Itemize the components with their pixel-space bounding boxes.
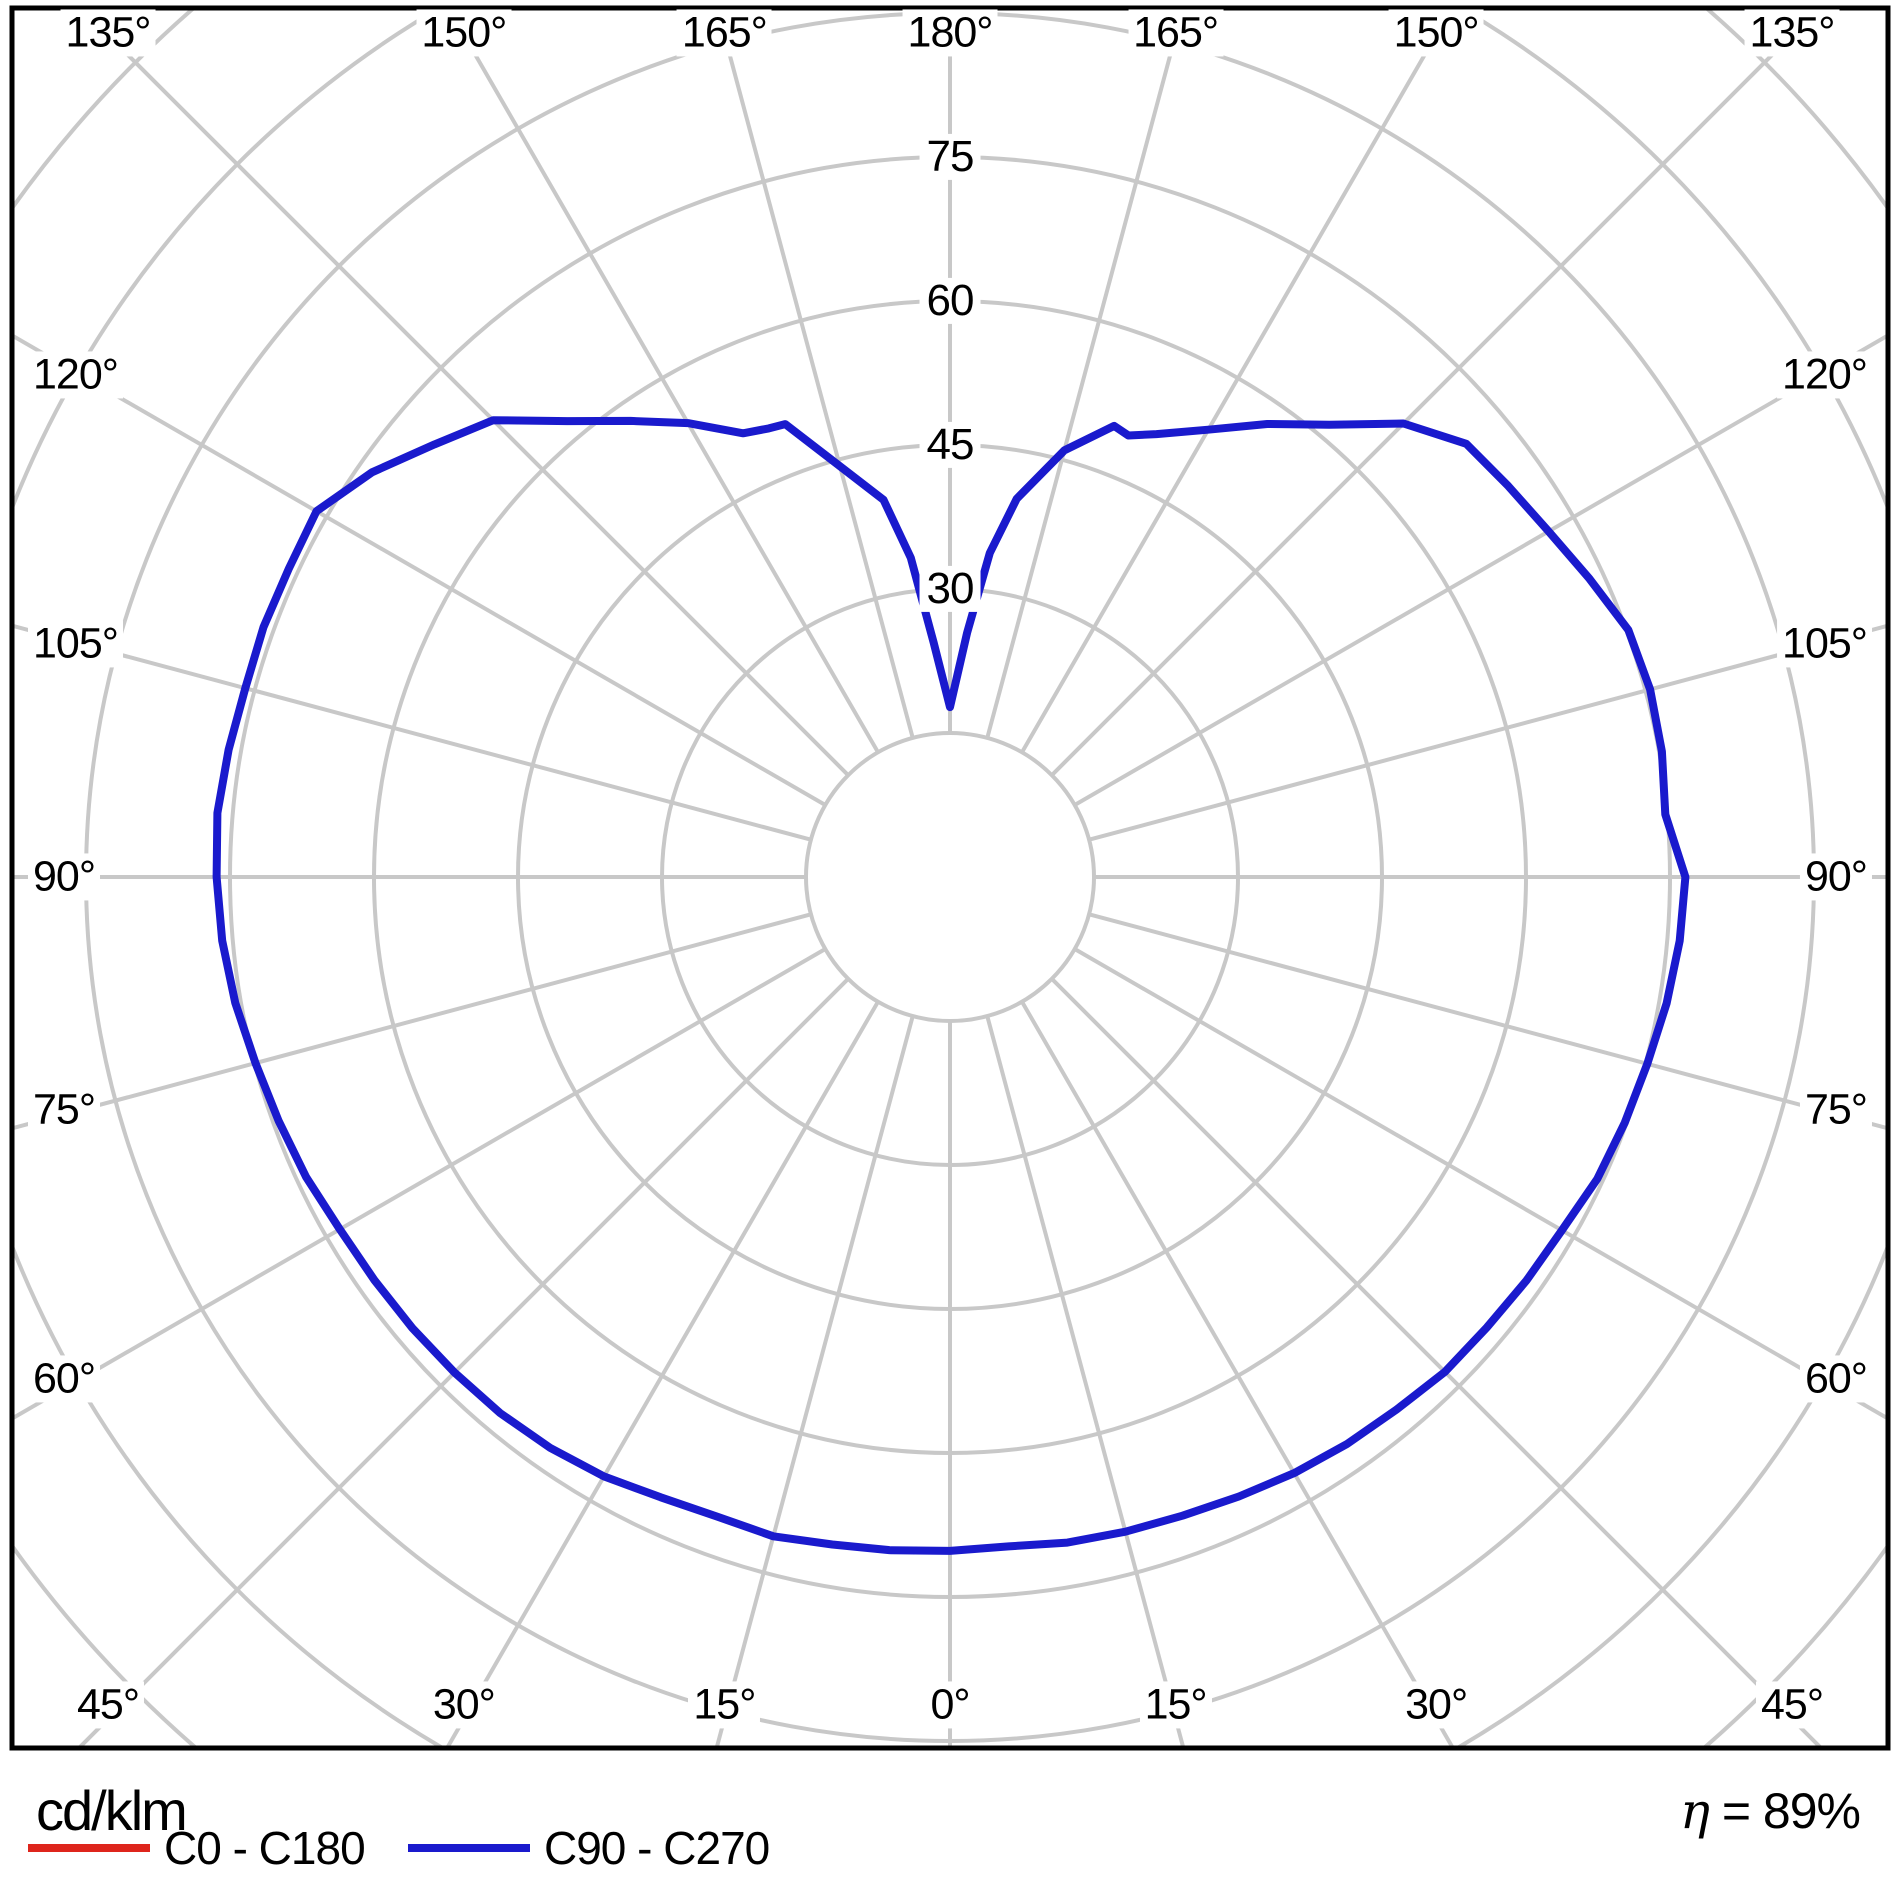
grid-spoke-210	[447, 10, 880, 754]
angle-label-right-12: 120°	[1777, 351, 1872, 399]
angle-label-bottom-22: 30°	[1400, 1681, 1473, 1729]
angle-label-right-13: 105°	[1777, 620, 1872, 668]
grid-spoke-105	[1088, 624, 1886, 842]
radial-tick-label-30: 30	[919, 565, 981, 613]
angle-label-bottom-20: 0°	[925, 1681, 975, 1729]
grid-spoke-120	[1073, 334, 1886, 807]
angle-label-right-14: 90°	[1799, 853, 1872, 901]
legend-line-red	[28, 1844, 150, 1852]
efficiency-label: η = 89%	[1679, 1782, 1861, 1840]
legend-line-blue	[408, 1844, 530, 1852]
radial-tick-label-45: 45	[919, 421, 981, 469]
angle-label-bottom-18: 30°	[427, 1681, 500, 1729]
unit-label: cd/klm	[36, 1779, 188, 1842]
angle-label-top-3: 180°	[902, 9, 998, 57]
angle-label-top-6: 135°	[1744, 9, 1840, 57]
angle-label-top-5: 150°	[1388, 9, 1484, 57]
legend-label-c90-c270: C90 - C270	[544, 1822, 770, 1874]
grid-spoke-330	[445, 1000, 880, 1746]
plot-frame	[9, 5, 1891, 1751]
angle-label-left-10: 75°	[28, 1086, 101, 1134]
grid-spoke-300	[14, 947, 827, 1420]
radial-tick-label-60: 60	[919, 277, 981, 325]
grid-spoke-255	[14, 624, 812, 842]
grid-spoke-30	[1020, 1000, 1455, 1746]
angle-label-left-8: 105°	[28, 620, 123, 668]
angle-label-left-11: 60°	[28, 1355, 101, 1403]
grid-spoke-60	[1073, 947, 1886, 1420]
legend-entry-c0-c180: C0 - C180	[28, 1822, 366, 1874]
angle-label-top-0: 135°	[60, 9, 156, 57]
legend-entry-c90-c270: C90 - C270	[408, 1822, 770, 1874]
angle-label-left-9: 90°	[28, 853, 101, 901]
angle-label-top-2: 165°	[676, 9, 772, 57]
grid-spoke-75	[1088, 912, 1886, 1130]
grid-spoke-195	[715, 10, 915, 739]
angle-label-bottom-21: 15°	[1139, 1681, 1212, 1729]
grid-spoke-165	[985, 10, 1185, 739]
angle-label-left-7: 120°	[28, 351, 123, 399]
angle-label-right-15: 75°	[1799, 1086, 1872, 1134]
angle-label-right-16: 60°	[1799, 1355, 1872, 1403]
curve-c90-c270	[212, 416, 1690, 1555]
angle-label-bottom-17: 45°	[71, 1681, 145, 1729]
angle-label-top-4: 165°	[1128, 9, 1224, 57]
grid-spoke-285	[14, 912, 812, 1130]
grid-ring-15	[804, 731, 1096, 1023]
radial-tick-label-75: 75	[919, 133, 981, 181]
grid-spoke-15	[985, 1015, 1185, 1746]
grid-spoke-150	[1020, 10, 1453, 754]
eta-symbol: η	[1679, 1782, 1710, 1840]
grid-spoke-345	[715, 1015, 915, 1746]
angle-label-top-1: 150°	[416, 9, 512, 57]
angle-label-bottom-23: 45°	[1755, 1681, 1829, 1729]
grid-spoke-240	[14, 334, 827, 807]
angle-label-bottom-19: 15°	[688, 1681, 761, 1729]
legend-label-c0-c180: C0 - C180	[164, 1822, 366, 1874]
